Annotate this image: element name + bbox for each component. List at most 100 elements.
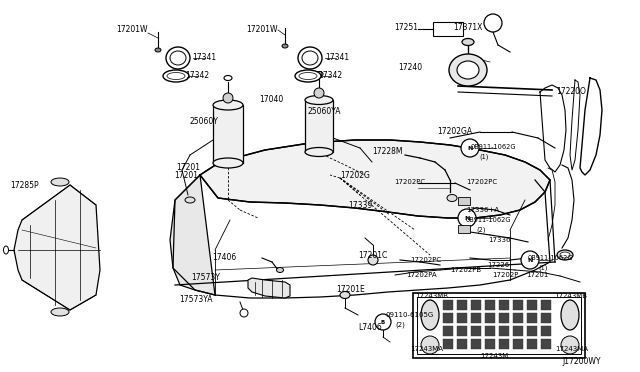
Bar [527, 300, 537, 310]
Bar [443, 326, 453, 336]
Ellipse shape [170, 51, 186, 65]
Text: 17202PC: 17202PC [394, 179, 425, 185]
Text: 17040: 17040 [259, 96, 283, 105]
Bar [485, 300, 495, 310]
Bar [471, 339, 481, 349]
Bar [433, 22, 463, 36]
Text: (1): (1) [479, 154, 488, 160]
Bar [527, 339, 537, 349]
Bar [541, 313, 551, 323]
Circle shape [375, 314, 391, 330]
Ellipse shape [557, 250, 573, 260]
Bar [305, 100, 333, 152]
Ellipse shape [185, 197, 195, 203]
Bar [485, 326, 495, 336]
Bar [443, 313, 453, 323]
Text: N: N [464, 215, 470, 221]
Text: 17285P: 17285P [10, 180, 38, 189]
Text: 25060YA: 25060YA [307, 108, 340, 116]
Ellipse shape [51, 178, 69, 186]
Text: (1): (1) [538, 265, 547, 271]
Text: 0B911-1062G: 0B911-1062G [528, 255, 573, 261]
Text: 17339: 17339 [348, 201, 372, 209]
Bar [458, 197, 470, 205]
Ellipse shape [298, 47, 322, 69]
Text: 17202PB: 17202PB [450, 267, 481, 273]
Text: 17243MA: 17243MA [410, 346, 443, 352]
Bar [471, 326, 481, 336]
Bar [471, 313, 481, 323]
Text: 17201: 17201 [174, 170, 198, 180]
Ellipse shape [449, 54, 487, 86]
Ellipse shape [315, 71, 323, 77]
Ellipse shape [305, 148, 333, 157]
Ellipse shape [302, 51, 318, 65]
Text: 17243MB: 17243MB [415, 293, 448, 299]
Text: 17202GA: 17202GA [437, 128, 472, 137]
Text: 17243M: 17243M [480, 353, 508, 359]
Text: J17200WY: J17200WY [562, 357, 600, 366]
Text: 17202P: 17202P [492, 272, 518, 278]
Ellipse shape [457, 61, 479, 79]
Bar [499, 313, 509, 323]
Text: 17251: 17251 [394, 23, 418, 32]
Bar [541, 339, 551, 349]
Bar [541, 300, 551, 310]
Ellipse shape [560, 252, 570, 258]
Polygon shape [170, 175, 215, 295]
Text: 17226: 17226 [487, 262, 509, 268]
Ellipse shape [305, 96, 333, 105]
Text: 17201W: 17201W [116, 26, 148, 35]
Circle shape [461, 139, 479, 157]
Bar [513, 326, 523, 336]
Text: 17201C: 17201C [358, 250, 387, 260]
Bar [499, 326, 509, 336]
Text: 17341: 17341 [325, 52, 349, 61]
Text: 0B911-1062G: 0B911-1062G [466, 217, 511, 223]
Text: 17342: 17342 [318, 71, 342, 80]
Text: 17201: 17201 [526, 272, 548, 278]
Ellipse shape [295, 70, 321, 82]
Bar [527, 313, 537, 323]
Text: 17202PA: 17202PA [406, 272, 436, 278]
Text: B: B [381, 320, 385, 324]
Text: 17201: 17201 [176, 164, 200, 173]
Text: 17371X: 17371X [453, 23, 483, 32]
Bar [417, 297, 581, 354]
Ellipse shape [462, 38, 474, 45]
Bar [513, 339, 523, 349]
Bar [457, 339, 467, 349]
Bar [443, 300, 453, 310]
Text: 17240: 17240 [398, 64, 422, 73]
Bar [457, 326, 467, 336]
Bar [457, 300, 467, 310]
Bar [458, 225, 470, 233]
Bar [513, 313, 523, 323]
Polygon shape [248, 278, 290, 298]
Text: 17336: 17336 [488, 237, 511, 243]
Circle shape [223, 93, 233, 103]
Text: 17202PC: 17202PC [410, 257, 441, 263]
Bar [541, 326, 551, 336]
Ellipse shape [3, 246, 8, 254]
Text: 17341: 17341 [192, 52, 216, 61]
Bar [485, 339, 495, 349]
Circle shape [368, 255, 378, 265]
Bar [457, 313, 467, 323]
Ellipse shape [282, 44, 288, 48]
Ellipse shape [561, 336, 579, 354]
Ellipse shape [340, 292, 350, 298]
Text: L7406: L7406 [358, 323, 381, 331]
Ellipse shape [51, 308, 69, 316]
Text: N: N [527, 257, 532, 263]
Ellipse shape [155, 48, 161, 52]
Bar [471, 300, 481, 310]
Text: 17336+A: 17336+A [466, 207, 499, 213]
Text: 17243MA: 17243MA [555, 346, 588, 352]
Text: 25060Y: 25060Y [189, 118, 218, 126]
Ellipse shape [167, 73, 185, 80]
Ellipse shape [163, 70, 189, 82]
Polygon shape [14, 185, 100, 310]
Ellipse shape [213, 158, 243, 168]
Text: 17202PC: 17202PC [466, 179, 497, 185]
